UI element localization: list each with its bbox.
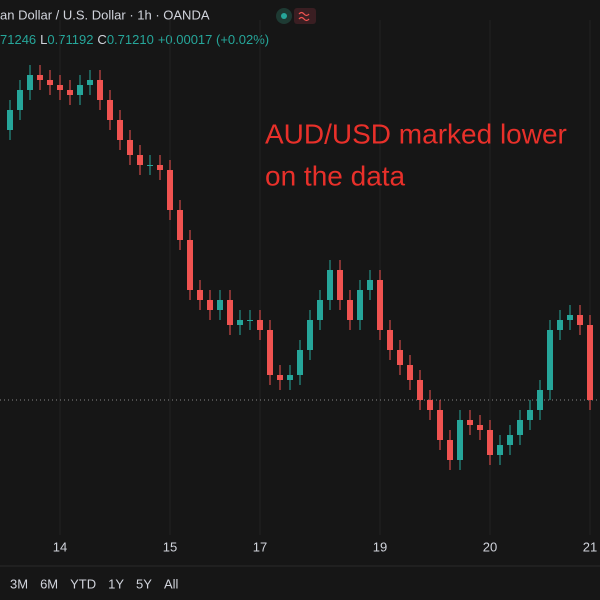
candle-body xyxy=(317,300,323,320)
status-dot xyxy=(281,13,287,19)
candle-body xyxy=(287,375,293,380)
range-button[interactable]: 6M xyxy=(40,576,58,591)
candle-body xyxy=(167,170,173,210)
candle-body xyxy=(187,240,193,290)
range-button[interactable]: 1Y xyxy=(108,576,124,591)
candle-body xyxy=(197,290,203,300)
candle-body xyxy=(87,80,93,85)
candle-body xyxy=(217,300,223,310)
range-button[interactable]: 5Y xyxy=(136,576,152,591)
candle-body xyxy=(557,320,563,330)
candle-body xyxy=(247,320,253,321)
candle-body xyxy=(257,320,263,330)
range-button[interactable]: 3M xyxy=(10,576,28,591)
candle-body xyxy=(547,330,553,390)
change-value: +0.00017 (+0.02%) xyxy=(158,32,269,47)
candle-body xyxy=(347,300,353,320)
x-tick-label: 17 xyxy=(253,539,267,554)
wave-icon xyxy=(298,11,310,22)
ohlc-value: 0.71192 xyxy=(47,32,93,47)
wave-badge xyxy=(294,8,316,24)
candle-body xyxy=(497,445,503,455)
ohlc-line: 71246 L0.71192 C0.71210 +0.00017 (+0.02%) xyxy=(0,32,269,47)
candle-body xyxy=(387,330,393,350)
ohlc-label: C xyxy=(97,32,106,47)
candle-body xyxy=(517,420,523,435)
candle-body xyxy=(147,165,153,166)
candle-body xyxy=(267,330,273,375)
candle-body xyxy=(277,375,283,380)
candle-body xyxy=(177,210,183,240)
range-button[interactable]: YTD xyxy=(70,576,96,591)
candle-body xyxy=(537,390,543,410)
candle-body xyxy=(327,270,333,300)
candle-body xyxy=(127,140,133,155)
candle-body xyxy=(227,300,233,325)
candle-body xyxy=(97,80,103,100)
candle-body xyxy=(297,350,303,375)
candle-body xyxy=(67,90,73,95)
candle-body xyxy=(527,410,533,420)
candle-body xyxy=(37,75,43,80)
candle-body xyxy=(157,165,163,170)
candle-body xyxy=(397,350,403,365)
candle-body xyxy=(417,380,423,400)
candle-body xyxy=(487,430,493,455)
candle-body xyxy=(457,420,463,460)
candle-body xyxy=(137,155,143,165)
candle-body xyxy=(237,320,243,325)
candle-body xyxy=(207,300,213,310)
x-tick-label: 19 xyxy=(373,539,387,554)
candle-body xyxy=(117,120,123,140)
high-value: 71246 xyxy=(0,32,36,47)
x-tick-label: 20 xyxy=(483,539,497,554)
candle-body xyxy=(437,410,443,440)
x-tick-label: 15 xyxy=(163,539,177,554)
candle-body xyxy=(567,315,573,320)
candle-body xyxy=(587,325,593,400)
candle-body xyxy=(467,420,473,425)
candle-body xyxy=(17,90,23,110)
candle-body xyxy=(427,400,433,410)
candle-body xyxy=(307,320,313,350)
candle-body xyxy=(47,80,53,85)
candle-body xyxy=(407,365,413,380)
candle-body xyxy=(357,290,363,320)
candle-body xyxy=(507,435,513,445)
candle-body xyxy=(447,440,453,460)
candle-body xyxy=(377,280,383,330)
range-button[interactable]: All xyxy=(164,576,179,591)
candle-body xyxy=(367,280,373,290)
candle-body xyxy=(57,85,63,90)
x-tick-label: 21 xyxy=(583,539,597,554)
candle-body xyxy=(577,315,583,325)
candle-body xyxy=(27,75,33,90)
candle-body xyxy=(477,425,483,430)
symbol-title: an Dollar / U.S. Dollar · 1h · OANDA xyxy=(0,7,210,22)
candle-body xyxy=(107,100,113,120)
candle-body xyxy=(77,85,83,95)
annotation: AUD/USD marked lower xyxy=(265,118,567,149)
candle-body xyxy=(337,270,343,300)
candle-body xyxy=(7,110,13,130)
x-tick-label: 14 xyxy=(53,539,67,554)
ohlc-label: L xyxy=(40,32,47,47)
annotation: on the data xyxy=(265,160,406,191)
ohlc-value: 0.71210 xyxy=(107,32,154,47)
